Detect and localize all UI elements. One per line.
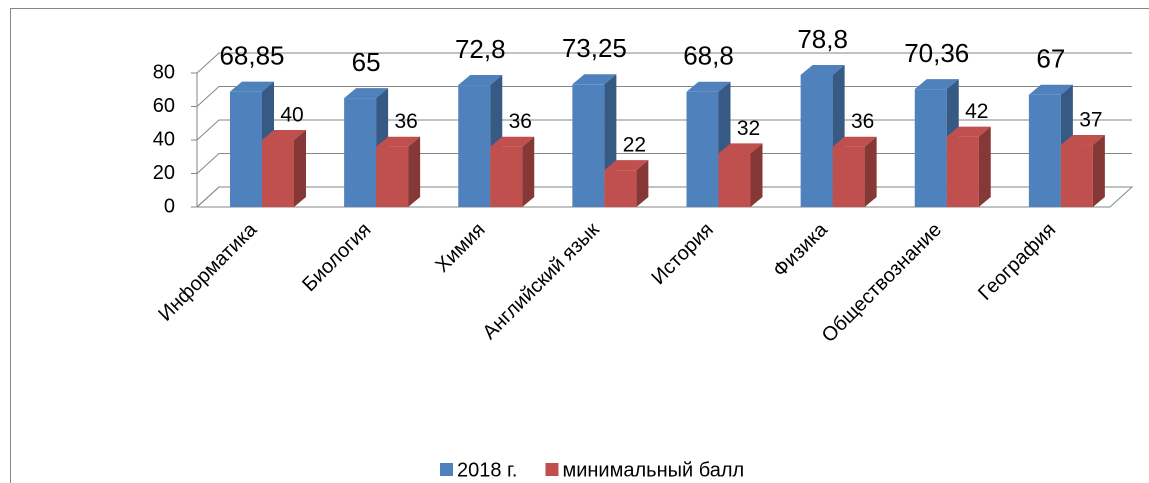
bar-front — [230, 91, 262, 207]
bar-front — [914, 89, 947, 207]
data-label: 70,36 — [904, 38, 969, 68]
bar-top — [914, 79, 959, 90]
y-tick-label: 0 — [164, 195, 175, 217]
bar-front — [344, 98, 377, 207]
bar-top — [344, 88, 389, 99]
bar-front — [604, 170, 637, 207]
y-tick-label: 40 — [153, 128, 175, 150]
bar — [718, 143, 763, 207]
bar-top — [376, 136, 421, 147]
y-tick-label: 60 — [153, 95, 175, 117]
bar-side — [750, 143, 763, 207]
data-label: 68,8 — [683, 41, 734, 71]
bar-front — [572, 84, 605, 207]
grid-line — [196, 52, 1132, 74]
bar-top — [458, 75, 503, 86]
data-label: 37 — [1079, 109, 1102, 132]
data-label: 73,25 — [562, 33, 627, 63]
data-label: 36 — [851, 110, 874, 133]
bar-top — [604, 160, 649, 171]
legend-swatch — [545, 463, 559, 476]
data-label: 68,85 — [219, 41, 284, 71]
bar-side — [294, 130, 306, 207]
bar-top — [262, 130, 306, 140]
data-label: 65 — [352, 47, 381, 77]
bar — [1060, 135, 1105, 207]
bar-front — [376, 146, 409, 207]
bar-front — [458, 85, 491, 207]
bar-front — [832, 146, 865, 207]
data-label: 78,8 — [797, 24, 848, 54]
bar-top — [832, 136, 877, 147]
bar-side — [408, 136, 421, 207]
bar — [344, 88, 389, 207]
bar-top — [946, 126, 991, 137]
bar-front — [262, 140, 294, 207]
bar-front — [1028, 94, 1061, 207]
bar-top — [490, 136, 535, 147]
bar-front — [800, 75, 833, 207]
bar-side — [636, 160, 649, 207]
bar — [604, 160, 649, 207]
bar-top — [686, 81, 731, 92]
y-tick-label: 80 — [153, 61, 175, 83]
bar-top — [718, 143, 763, 154]
bar — [946, 126, 991, 207]
bar-side — [522, 136, 535, 207]
bar-side — [978, 126, 991, 207]
bar — [490, 136, 535, 207]
bar-front — [718, 153, 751, 207]
data-label: 32 — [737, 117, 760, 140]
bar — [262, 130, 306, 207]
data-label: 36 — [394, 110, 417, 133]
data-label: 72,8 — [455, 34, 506, 64]
bar-side — [1092, 135, 1105, 207]
bar-top — [1028, 84, 1073, 95]
bar-front — [686, 91, 719, 207]
bar-top — [572, 74, 617, 85]
legend-swatch — [440, 463, 453, 476]
y-tick-label: 20 — [153, 162, 175, 184]
bar-top — [1060, 135, 1105, 146]
data-label: 36 — [509, 110, 532, 133]
bar-front — [490, 146, 523, 207]
bar-front — [946, 136, 979, 207]
bar-front — [1060, 145, 1093, 207]
data-label: 40 — [280, 104, 303, 127]
bar — [832, 136, 877, 207]
bar-top — [230, 81, 274, 92]
bar-top — [800, 65, 845, 76]
legend-label: минимальный балл — [562, 459, 744, 481]
legend-label: 2018 г. — [457, 459, 517, 481]
data-label: 67 — [1036, 44, 1065, 74]
data-label: 42 — [965, 100, 988, 123]
bar — [376, 136, 421, 207]
bar-side — [864, 136, 877, 207]
data-label: 22 — [623, 134, 646, 157]
